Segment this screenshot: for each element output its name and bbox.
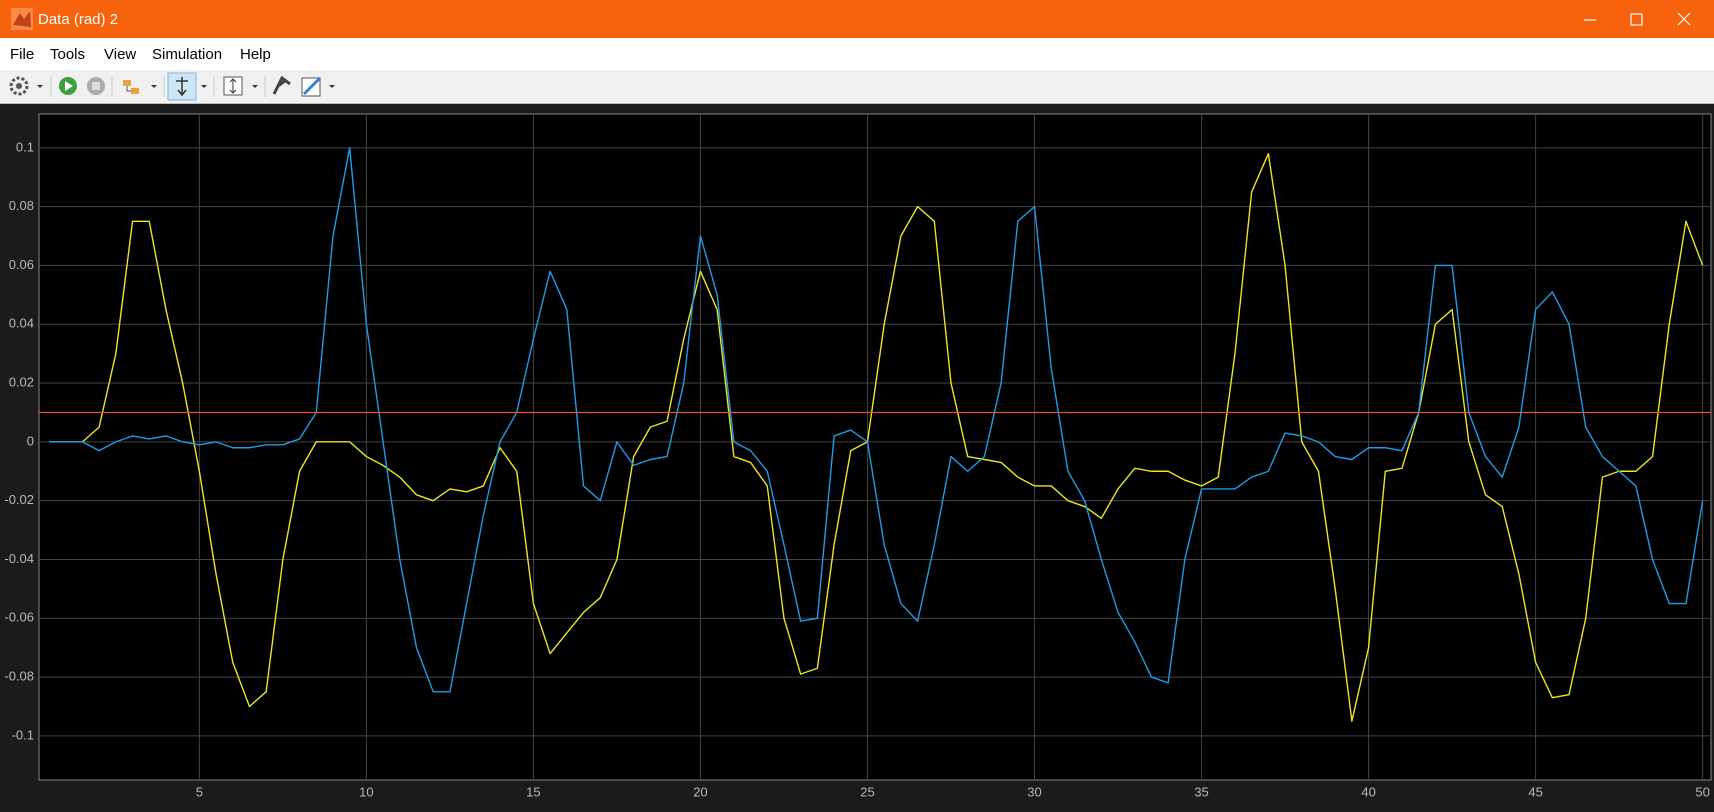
y-tick-label: 0.1 — [16, 139, 34, 154]
window-title: Data (rad) 2 — [38, 11, 119, 28]
x-tick-label: 40 — [1361, 784, 1375, 799]
grid — [39, 114, 1711, 780]
y-tick-label: 0 — [27, 433, 34, 448]
window-controls[interactable] — [1574, 0, 1714, 38]
signal-line — [49, 147, 1704, 693]
y-tick-label: -0.1 — [12, 727, 34, 742]
menu-item[interactable]: View — [104, 46, 137, 63]
y-tick-label: 0.02 — [9, 374, 34, 389]
x-tick-label: 10 — [359, 784, 373, 799]
menu-bar: File Tools View Simulation Help — [0, 38, 1714, 70]
x-tick-label: 20 — [693, 784, 707, 799]
x-tick-label: 25 — [860, 784, 874, 799]
menu-item[interactable]: Tools — [50, 46, 86, 63]
y-tick-label: -0.06 — [4, 610, 34, 625]
y-tick-label: -0.02 — [4, 492, 34, 507]
x-tick-label: 5 — [196, 784, 203, 799]
menu-item[interactable]: Help — [240, 46, 271, 63]
x-tick-label: 15 — [526, 784, 540, 799]
y-tick-label: -0.08 — [4, 669, 34, 684]
x-tick-label: 50 — [1695, 784, 1709, 799]
x-tick-label: 45 — [1528, 784, 1542, 799]
x-tick-label: 35 — [1194, 784, 1208, 799]
x-tick-label: 30 — [1027, 784, 1041, 799]
y-tick-label: 0.08 — [9, 198, 34, 213]
toolbar-icons[interactable] — [0, 70, 360, 103]
y-tick-label: -0.04 — [4, 551, 34, 566]
app-icon — [11, 8, 33, 30]
title-bar: Data (rad) 2 — [0, 0, 1714, 38]
menu-item[interactable]: File — [10, 46, 35, 63]
toolbar — [0, 70, 1714, 104]
y-tick-label: 0.06 — [9, 257, 34, 272]
signal-line — [49, 153, 1704, 722]
scope-plot: -0.1 -0.08 -0.06 -0.04 -0.02 0 0.02 0.04 0.06 0.0… — [4, 113, 1712, 799]
plot-area — [38, 113, 1712, 781]
signals — [39, 147, 1711, 722]
menu-item[interactable]: Simulation — [152, 46, 223, 63]
y-tick-label: 0.04 — [9, 316, 34, 331]
